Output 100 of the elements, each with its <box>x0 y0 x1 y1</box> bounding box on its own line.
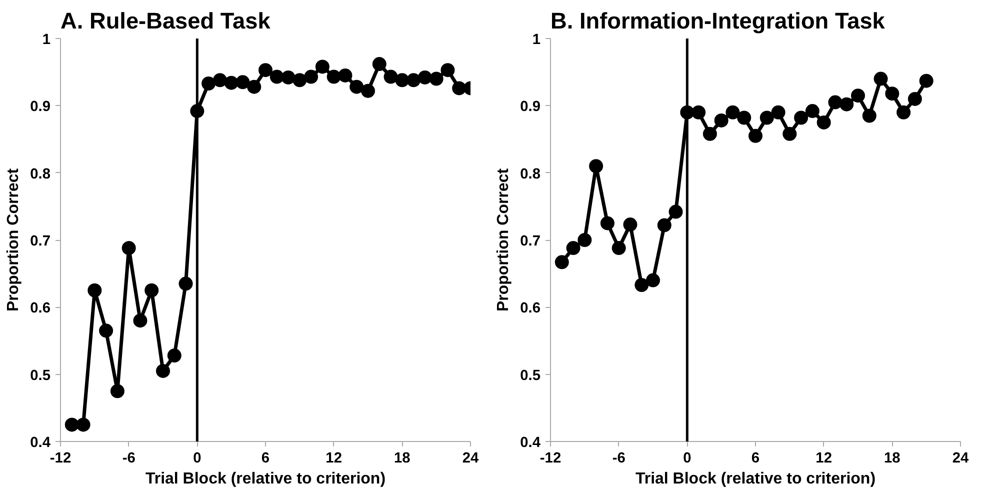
point <box>760 110 774 125</box>
y-tick-label: 0.4 <box>30 435 52 451</box>
x-tick-label: 6 <box>261 450 270 466</box>
point <box>748 128 762 143</box>
point <box>896 105 911 120</box>
point <box>304 70 318 84</box>
point <box>64 418 79 432</box>
y-tick-label: 0.5 <box>30 368 50 384</box>
point <box>395 73 410 88</box>
point <box>315 60 330 74</box>
x-axis-title: Trial Block (relative to criterion) <box>635 470 876 488</box>
y-tick-label: 0.8 <box>520 166 540 182</box>
point <box>600 216 614 230</box>
x-tick-label: -12 <box>540 450 562 466</box>
y-tick-label: 0.5 <box>520 368 540 384</box>
y-tick-label: 1 <box>532 32 541 48</box>
point <box>361 84 375 98</box>
y-axis-title: Proportion Correct <box>495 168 512 312</box>
y-tick-label: 0.9 <box>520 99 540 116</box>
point <box>156 364 170 378</box>
point <box>212 73 227 88</box>
point <box>702 126 717 141</box>
point <box>236 75 250 90</box>
point <box>612 241 626 256</box>
x-axis-title: Trial Block (relative to criterion) <box>145 470 386 488</box>
point <box>840 97 854 112</box>
x-tick-label: 6 <box>751 450 760 466</box>
point <box>440 63 455 78</box>
point <box>110 384 124 398</box>
point <box>851 88 865 103</box>
point <box>292 73 307 88</box>
point <box>657 218 672 232</box>
chart-title: B. Information-Integration Task <box>550 8 886 34</box>
y-tick-label: 0.8 <box>30 166 50 182</box>
x-tick-label: 0 <box>683 450 692 466</box>
x-tick-label: 12 <box>816 450 832 466</box>
point <box>178 276 193 291</box>
chart-title: A. Rule-Based Task <box>60 8 271 34</box>
point <box>771 105 786 120</box>
point <box>726 105 740 120</box>
point <box>224 76 238 90</box>
point <box>692 105 706 120</box>
point <box>885 86 900 101</box>
x-tick-label: 24 <box>462 450 480 466</box>
point <box>338 68 352 82</box>
point <box>326 70 341 84</box>
y-tick-label: 1 <box>42 32 51 48</box>
point <box>782 126 797 141</box>
x-tick-label: 0 <box>193 450 202 466</box>
point <box>122 241 136 256</box>
x-tick-label: -12 <box>50 450 72 466</box>
point <box>816 115 831 130</box>
point <box>634 278 649 292</box>
point <box>406 73 421 88</box>
y-tick-label: 0.6 <box>30 300 50 317</box>
x-tick-label: 12 <box>326 450 342 466</box>
point <box>384 70 398 84</box>
point <box>714 113 728 128</box>
x-tick-label: -6 <box>122 450 136 466</box>
point <box>202 76 216 90</box>
point <box>76 418 90 432</box>
point <box>247 80 262 94</box>
x-tick-label: 18 <box>394 450 410 466</box>
point <box>828 95 842 110</box>
point <box>418 70 432 84</box>
point <box>372 57 386 72</box>
point <box>99 324 114 338</box>
point <box>258 63 272 78</box>
point <box>167 348 182 363</box>
y-tick-label: 0.7 <box>520 234 540 250</box>
y-axis-title: Proportion Correct <box>5 168 22 312</box>
y-tick-label: 0.4 <box>520 435 542 451</box>
point <box>350 80 364 94</box>
point <box>646 273 660 288</box>
point <box>270 70 284 84</box>
point <box>874 72 888 86</box>
x-tick-label: -6 <box>612 450 626 466</box>
point <box>88 283 102 298</box>
point <box>566 241 580 256</box>
y-tick-label: 0.9 <box>30 99 50 116</box>
y-tick-label: 0.7 <box>30 234 50 250</box>
point <box>862 108 876 123</box>
point <box>908 92 922 106</box>
x-tick-label: 18 <box>884 450 900 466</box>
point <box>919 74 934 88</box>
point <box>737 110 752 125</box>
point <box>805 104 820 118</box>
point <box>578 233 592 247</box>
point <box>429 72 444 86</box>
point <box>554 255 569 270</box>
y-tick-label: 0.6 <box>520 300 540 317</box>
point <box>668 204 683 219</box>
x-tick-label: 24 <box>952 450 970 466</box>
point <box>623 218 638 232</box>
point <box>794 110 808 125</box>
point <box>589 159 604 174</box>
point <box>144 283 159 298</box>
point <box>133 314 148 328</box>
point <box>452 81 466 96</box>
point <box>281 70 296 84</box>
